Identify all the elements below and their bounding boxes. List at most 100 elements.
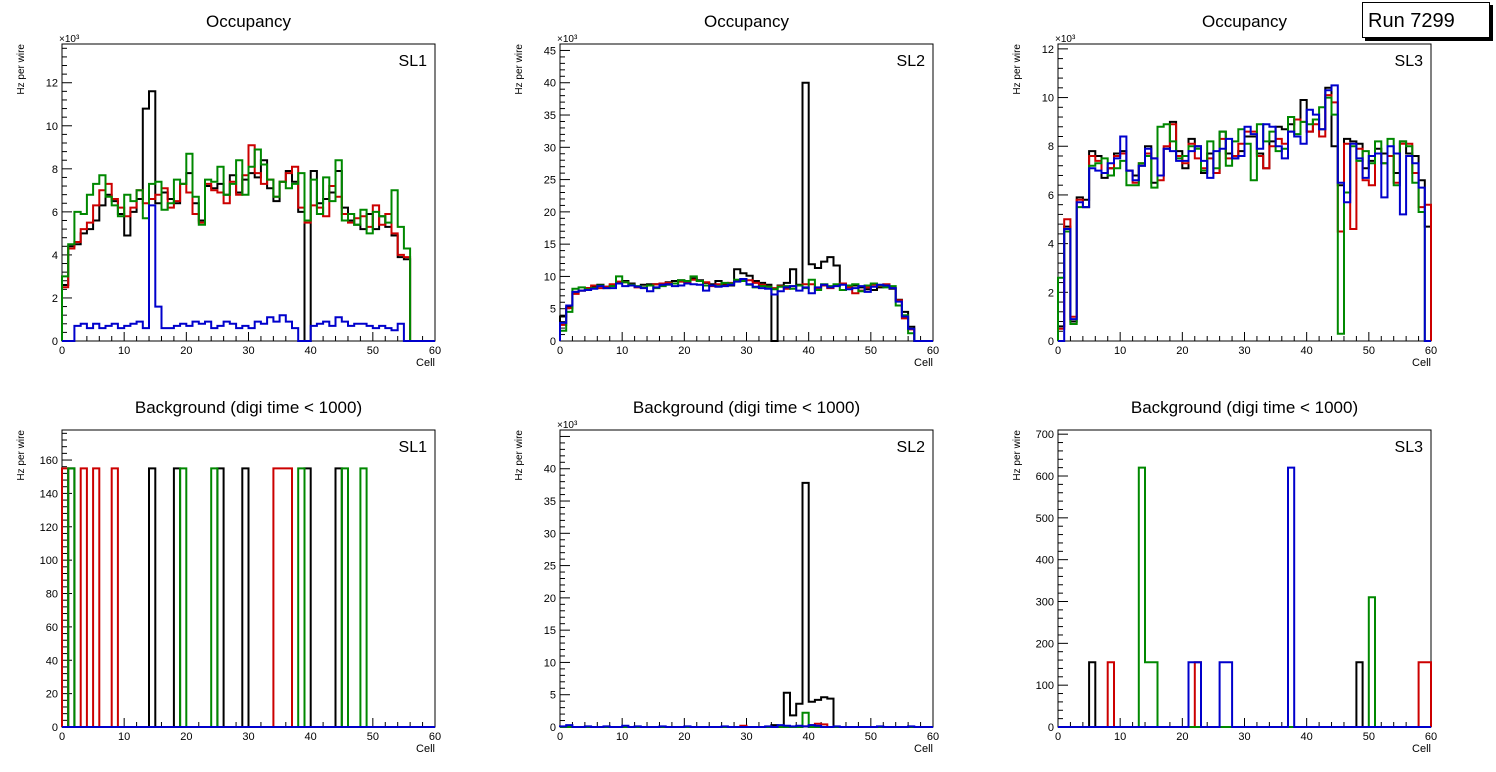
- panel-5: Background (digi time < 1000) 0 10 20 30 40 50…: [514, 398, 939, 755]
- x-tick-label: 30: [740, 345, 752, 357]
- series-ch3: [61, 148, 435, 342]
- x-tick-label: 60: [927, 345, 939, 357]
- y-tick-label: 0: [550, 336, 556, 348]
- y-tick-label: 140: [40, 488, 58, 500]
- y-tick-label: 0: [52, 336, 58, 348]
- x-tick-label: 20: [1176, 731, 1188, 743]
- y-tick-label: 40: [46, 655, 58, 667]
- chart-title: Occupancy: [704, 12, 790, 31]
- series-ch4: [559, 724, 933, 728]
- y-tick-label: 12: [1042, 44, 1054, 56]
- y-tick-label: 20: [544, 593, 556, 605]
- superlayer-label: SL3: [1395, 439, 1424, 456]
- x-tick-label: 10: [616, 731, 628, 743]
- y-axis-label: Hz per wire: [1012, 430, 1023, 481]
- x-tick-label: 10: [1114, 345, 1126, 357]
- y-tick-label: 20: [544, 207, 556, 219]
- y-axis-label: Hz per wire: [514, 44, 525, 95]
- y-tick-label: 2: [1048, 287, 1054, 299]
- series-ch1: [560, 481, 933, 728]
- y-tick-label: 0: [1048, 336, 1054, 348]
- chart-title: Occupancy: [206, 12, 292, 31]
- x-tick-label: 60: [1425, 731, 1437, 743]
- series-ch4: [1058, 466, 1431, 728]
- chart-title: Background (digi time < 1000): [633, 398, 860, 417]
- superlayer-label: SL3: [1395, 53, 1424, 70]
- y-tick-label: 0: [52, 722, 58, 734]
- y-tick-label: 45: [544, 45, 556, 57]
- x-tick-label: 30: [1238, 345, 1250, 357]
- x-tick-label: 50: [1363, 345, 1375, 357]
- y-axis-label: Hz per wire: [16, 44, 27, 95]
- x-tick-label: 0: [1055, 731, 1061, 743]
- x-axis-label: Cell: [914, 743, 933, 755]
- y-axis-label: Hz per wire: [16, 430, 27, 481]
- plot-frame: [559, 429, 934, 728]
- x-tick-label: 20: [180, 731, 192, 743]
- y-tick-label: 500: [1036, 513, 1054, 525]
- x-tick-label: 60: [927, 731, 939, 743]
- series-ch2: [1057, 94, 1432, 341]
- y-tick-label: 300: [1036, 597, 1054, 609]
- y-tick-label: 8: [52, 164, 58, 176]
- x-tick-label: 0: [59, 731, 65, 743]
- x-tick-label: 60: [429, 345, 441, 357]
- x-tick-label: 10: [118, 731, 130, 743]
- y-tick-label: 5: [550, 304, 556, 316]
- y-tick-label: 8: [1048, 141, 1054, 153]
- y-tick-label: 30: [544, 142, 556, 154]
- series-ch4: [559, 278, 933, 342]
- y-tick-label: 4: [1048, 239, 1054, 251]
- y-tick-label: 40: [544, 78, 556, 90]
- x-tick-label: 20: [678, 731, 690, 743]
- run-label: Run 7299: [1362, 2, 1490, 38]
- y-exponent-label: ×10³: [557, 420, 578, 431]
- x-tick-label: 40: [803, 731, 815, 743]
- x-tick-label: 20: [180, 345, 192, 357]
- x-axis-label: Cell: [1412, 357, 1431, 369]
- superlayer-label: SL2: [897, 439, 926, 456]
- y-tick-label: 400: [1036, 555, 1054, 567]
- x-tick-label: 50: [367, 345, 379, 357]
- x-tick-label: 40: [305, 731, 317, 743]
- y-tick-label: 60: [46, 622, 58, 634]
- y-axis-label: Hz per wire: [1012, 44, 1023, 95]
- panel-6: Background (digi time < 1000) 0 10 20 30 40 50…: [1012, 398, 1437, 755]
- plot-frame: [1057, 43, 1432, 342]
- x-tick-label: 10: [1114, 731, 1126, 743]
- y-tick-label: 6: [52, 207, 58, 219]
- y-tick-label: 160: [40, 455, 58, 467]
- series-ch1: [559, 81, 933, 342]
- y-tick-label: 15: [544, 239, 556, 251]
- y-tick-label: 12: [46, 78, 58, 90]
- series-ch4: [1058, 84, 1431, 342]
- x-tick-label: 30: [1238, 731, 1250, 743]
- x-tick-label: 50: [865, 345, 877, 357]
- series-ch1: [1057, 86, 1432, 341]
- superlayer-label: SL1: [399, 439, 428, 456]
- x-tick-label: 50: [865, 731, 877, 743]
- x-tick-label: 0: [557, 345, 563, 357]
- panel-4: Background (digi time < 1000) 0 10 20 30 40 50…: [16, 398, 441, 755]
- y-tick-label: 35: [544, 496, 556, 508]
- y-tick-label: 15: [544, 625, 556, 637]
- y-tick-label: 0: [550, 722, 556, 734]
- chart-title: Occupancy: [1202, 12, 1288, 31]
- plot-frame: [559, 43, 934, 342]
- y-tick-label: 5: [550, 690, 556, 702]
- x-tick-label: 40: [305, 345, 317, 357]
- y-tick-label: 10: [1042, 93, 1054, 105]
- y-tick-label: 10: [544, 271, 556, 283]
- x-tick-label: 0: [1055, 345, 1061, 357]
- y-tick-label: 700: [1036, 429, 1054, 441]
- y-tick-label: 25: [544, 175, 556, 187]
- y-tick-label: 20: [46, 689, 58, 701]
- y-tick-label: 4: [52, 250, 58, 262]
- x-tick-label: 30: [740, 731, 752, 743]
- chart-title: Background (digi time < 1000): [135, 398, 362, 417]
- x-tick-label: 50: [1363, 731, 1375, 743]
- y-tick-label: 35: [544, 110, 556, 122]
- y-exponent-label: ×10³: [59, 34, 80, 45]
